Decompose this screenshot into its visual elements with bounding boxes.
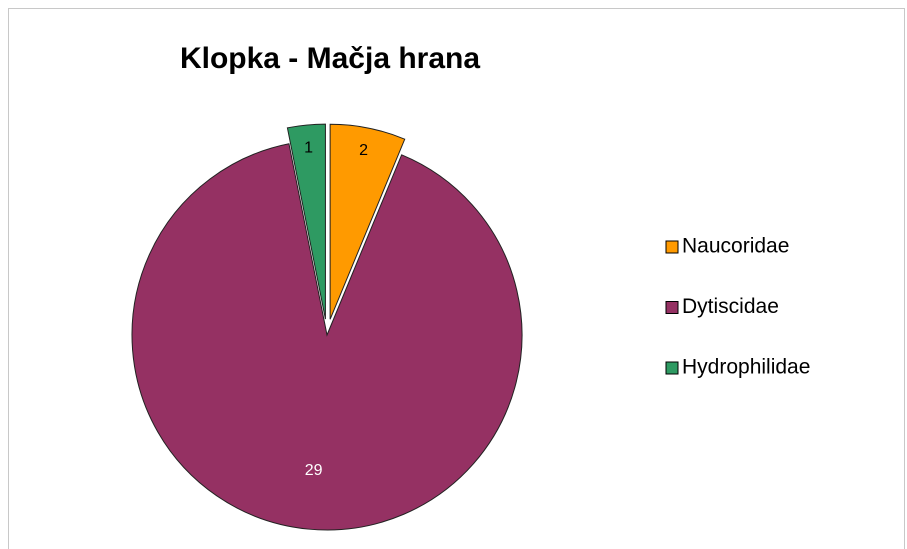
legend-label: Naucoridae [682, 235, 789, 258]
legend-swatch [665, 361, 679, 375]
legend-label: Dytiscidae [682, 295, 779, 318]
legend-swatch [665, 301, 679, 314]
pie-slice [131, 143, 523, 531]
data-label: 29 [305, 462, 323, 479]
data-label: 1 [304, 140, 313, 157]
pie-slice [286, 123, 326, 320]
legend-swatch [665, 240, 679, 254]
legend-label: Hydrophilidae [682, 356, 810, 379]
chart-title: Klopka - Mačja hrana [180, 42, 480, 75]
pie-slice [329, 123, 406, 320]
data-label: 2 [359, 142, 368, 159]
